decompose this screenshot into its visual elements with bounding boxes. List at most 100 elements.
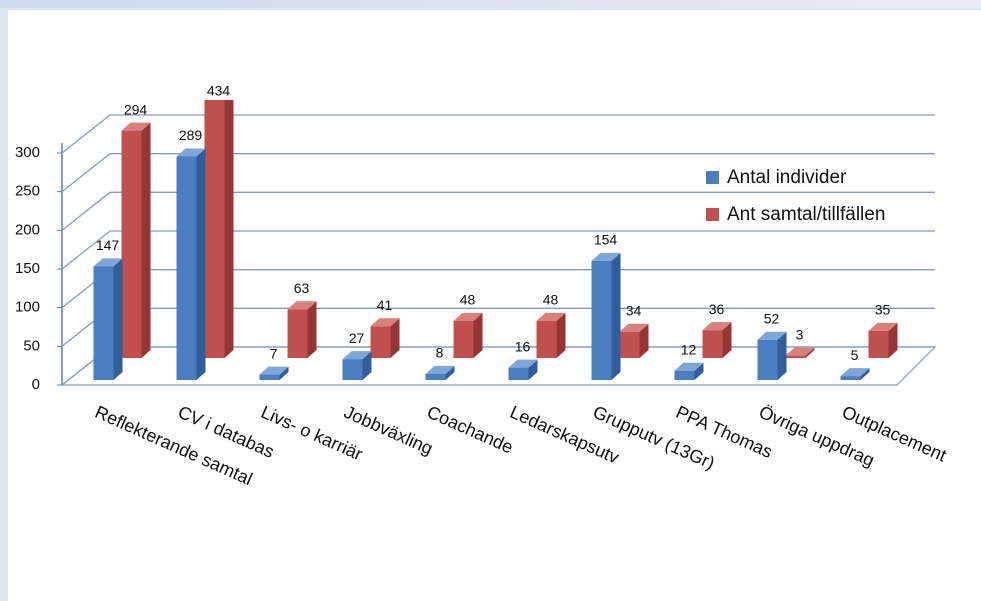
bar-top xyxy=(840,368,870,377)
bar xyxy=(453,312,483,358)
bar xyxy=(93,258,123,380)
bar-side xyxy=(611,252,621,380)
bar-front xyxy=(425,373,446,380)
value-label: 52 xyxy=(764,310,780,326)
y-tick-label: 250 xyxy=(15,183,40,200)
y-tick-label: 150 xyxy=(15,260,40,277)
value-label: 12 xyxy=(681,341,697,357)
bar-side xyxy=(113,258,123,380)
value-label: 3 xyxy=(796,326,804,342)
legend-swatch xyxy=(706,171,719,184)
value-label: 16 xyxy=(515,338,531,354)
bar-side xyxy=(390,318,400,358)
value-label: 41 xyxy=(377,297,393,313)
bar-top xyxy=(536,312,566,321)
value-label: 35 xyxy=(875,302,891,318)
y-tick-label: 300 xyxy=(15,144,40,161)
grid-line xyxy=(61,114,935,154)
bar-top xyxy=(508,359,538,368)
value-label: 7 xyxy=(270,345,278,361)
value-label: 154 xyxy=(594,232,618,248)
bar xyxy=(121,122,151,358)
bar xyxy=(508,359,538,380)
bar-top xyxy=(591,252,621,261)
bar xyxy=(259,366,289,380)
bar-side xyxy=(196,148,206,380)
bar xyxy=(342,351,372,380)
value-label: 34 xyxy=(626,302,642,318)
bar xyxy=(757,331,787,380)
y-tick-label: 0 xyxy=(32,376,40,393)
bar xyxy=(591,252,621,380)
bar xyxy=(702,322,732,358)
legend-swatch xyxy=(706,208,719,221)
bar xyxy=(425,365,455,380)
bar xyxy=(204,100,234,359)
bar-front xyxy=(176,156,197,380)
bar-front xyxy=(619,331,640,358)
bar-top xyxy=(287,301,317,310)
bar xyxy=(868,322,898,358)
bar-top xyxy=(121,122,151,131)
bar-front xyxy=(453,320,474,358)
legend-label: Antal individer xyxy=(727,167,847,188)
legend-label: Ant samtal/tillfällen xyxy=(727,204,885,225)
bar xyxy=(840,368,870,380)
bar-top xyxy=(757,331,787,340)
bar-front xyxy=(757,339,778,380)
bar xyxy=(619,323,649,358)
bar-top xyxy=(785,347,815,356)
bar-side xyxy=(307,301,317,358)
bar-side xyxy=(722,322,732,358)
grid-line xyxy=(61,153,935,193)
y-tick-label: 100 xyxy=(15,299,40,316)
grid-line xyxy=(61,191,935,231)
bar-top xyxy=(425,365,455,374)
bar-side xyxy=(528,359,538,380)
value-label: 294 xyxy=(124,101,148,117)
bar-front xyxy=(868,330,889,358)
bar-front xyxy=(702,330,723,358)
bar-top xyxy=(453,312,483,321)
y-tick-label: 200 xyxy=(15,221,40,238)
bar-front xyxy=(370,326,391,358)
bar-top xyxy=(868,322,898,331)
value-label: 289 xyxy=(179,127,203,143)
bar-side xyxy=(141,122,151,358)
bar-front xyxy=(674,370,695,380)
bar-top xyxy=(674,362,704,371)
bar-front xyxy=(204,100,225,359)
bar-front xyxy=(342,359,363,380)
bar-top xyxy=(176,148,206,157)
bar-side xyxy=(860,368,870,380)
bar-top xyxy=(370,318,400,327)
panel xyxy=(8,10,981,601)
bar-side xyxy=(445,365,455,380)
bar-front xyxy=(536,320,557,358)
bar-side xyxy=(777,331,787,380)
bar-top xyxy=(702,322,732,331)
bar-side xyxy=(639,323,649,358)
value-label: 147 xyxy=(96,237,120,253)
y-tick-label: 50 xyxy=(23,337,40,354)
bar xyxy=(176,148,206,380)
bar-front xyxy=(121,130,142,358)
bar xyxy=(370,318,400,358)
value-label: 36 xyxy=(709,301,725,317)
bar-side xyxy=(556,312,566,358)
value-label: 48 xyxy=(460,292,476,308)
value-label: 63 xyxy=(294,280,310,296)
grid-line xyxy=(61,230,935,270)
bar-front xyxy=(287,309,308,358)
bar xyxy=(536,312,566,358)
bar-top xyxy=(619,323,649,332)
value-label: 434 xyxy=(207,83,231,99)
bar xyxy=(785,347,815,358)
bar-top xyxy=(259,366,289,375)
bar-top xyxy=(342,351,372,360)
value-label: 48 xyxy=(543,292,559,308)
value-label: 27 xyxy=(349,330,365,346)
bar-side xyxy=(362,351,372,380)
